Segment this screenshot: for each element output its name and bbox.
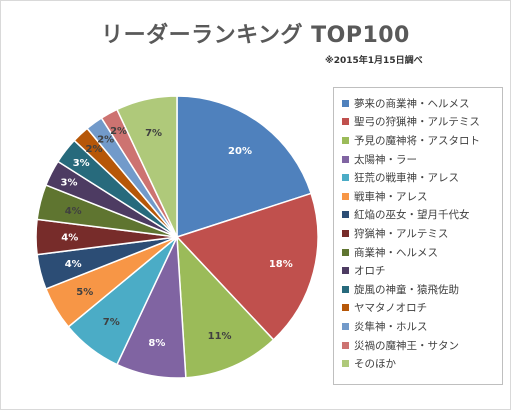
legend-label: オロチ xyxy=(354,265,386,278)
legend-item-15: そのほか xyxy=(342,354,498,373)
chart-subtitle: ※2015年1月15日調べ xyxy=(325,56,423,66)
legend-label: 炎隼神・ホルス xyxy=(354,320,428,333)
pie-data-label-13: 2% xyxy=(97,134,114,145)
pie-data-label-14: 2% xyxy=(110,126,127,137)
legend-swatch xyxy=(342,211,349,219)
legend-item-9: 商業神・ヘルメス xyxy=(342,243,498,262)
pie-slice-3 xyxy=(176,234,275,379)
legend-item-3: 予見の魔神将・アスタロト xyxy=(342,131,498,150)
legend-label: 狩猟神・アルテミス xyxy=(354,227,449,240)
legend-swatch xyxy=(342,267,349,275)
legend-swatch xyxy=(342,136,349,144)
legend-label: そのほか xyxy=(354,358,396,371)
legend-item-4: 太陽神・ラー xyxy=(342,150,498,169)
chart-title: リーダーランキング TOP100 xyxy=(101,23,410,48)
legend-label: 紅焔の巫女・望月千代女 xyxy=(354,209,470,222)
pie-data-label-7: 4% xyxy=(65,259,82,270)
legend-label: 聖弓の狩猟神・アルテミス xyxy=(354,116,480,129)
legend-item-14: 災禍の魔神王・サタン xyxy=(342,336,498,355)
legend-swatch xyxy=(342,155,349,163)
legend-swatch xyxy=(342,174,349,182)
legend-item-10: オロチ xyxy=(342,261,498,280)
legend-item-5: 狂荒の戦車神・アレス xyxy=(342,168,498,187)
legend-label: 夢来の商業神・ヘルメス xyxy=(354,97,470,110)
pie-data-label-12: 2% xyxy=(86,144,103,155)
legend: 夢来の商業神・ヘルメス 聖弓の狩猟神・アルテミス 予見の魔神将・アスタロト 太陽神・ラ… xyxy=(333,87,503,385)
legend-swatch xyxy=(342,192,349,200)
legend-swatch xyxy=(342,360,349,368)
legend-item-1: 夢来の商業神・ヘルメス xyxy=(342,94,498,113)
legend-item-8: 狩猟神・アルテミス xyxy=(342,224,498,243)
pie-data-label-8: 4% xyxy=(61,233,78,244)
pie-data-label-4: 8% xyxy=(148,338,165,349)
pie-data-label-1: 20% xyxy=(228,146,252,157)
legend-item-11: 旋風の神童・猿飛佐助 xyxy=(342,280,498,299)
legend-label: ヤマタノオロチ xyxy=(354,302,428,315)
pie-slice-1 xyxy=(176,95,313,239)
pie-slice-15 xyxy=(115,95,178,238)
legend-swatch xyxy=(342,99,349,107)
legend-label: 商業神・ヘルメス xyxy=(354,246,438,259)
legend-item-2: 聖弓の狩猟神・アルテミス xyxy=(342,113,498,132)
legend-label: 災禍の魔神王・サタン xyxy=(354,339,459,352)
legend-swatch xyxy=(342,248,349,256)
pie-data-label-11: 3% xyxy=(73,158,90,169)
legend-swatch xyxy=(342,341,349,349)
pie-data-label-5: 7% xyxy=(103,317,120,328)
legend-item-7: 紅焔の巫女・望月千代女 xyxy=(342,206,498,225)
legend-swatch xyxy=(342,118,349,126)
legend-item-12: ヤマタノオロチ xyxy=(342,299,498,318)
legend-label: 狂荒の戦車神・アレス xyxy=(354,172,459,185)
pie-data-label-15: 7% xyxy=(145,128,162,139)
pie-data-label-3: 11% xyxy=(208,331,232,342)
legend-label: 戦車神・アレス xyxy=(354,190,428,203)
legend-label: 予見の魔神将・アスタロト xyxy=(354,134,480,147)
legend-swatch xyxy=(342,229,349,237)
legend-swatch xyxy=(342,304,349,312)
legend-swatch xyxy=(342,285,349,293)
legend-swatch xyxy=(342,322,349,330)
pie-slice-2 xyxy=(175,192,319,341)
legend-label: 旋風の神童・猿飛佐助 xyxy=(354,283,459,296)
pie-data-label-2: 18% xyxy=(269,259,293,270)
pie-data-label-6: 5% xyxy=(76,287,93,298)
pie-data-label-10: 3% xyxy=(61,177,78,188)
pie-data-label-9: 4% xyxy=(65,206,82,217)
legend-item-6: 戦車神・アレス xyxy=(342,187,498,206)
legend-item-13: 炎隼神・ホルス xyxy=(342,317,498,336)
legend-label: 太陽神・ラー xyxy=(354,153,417,166)
